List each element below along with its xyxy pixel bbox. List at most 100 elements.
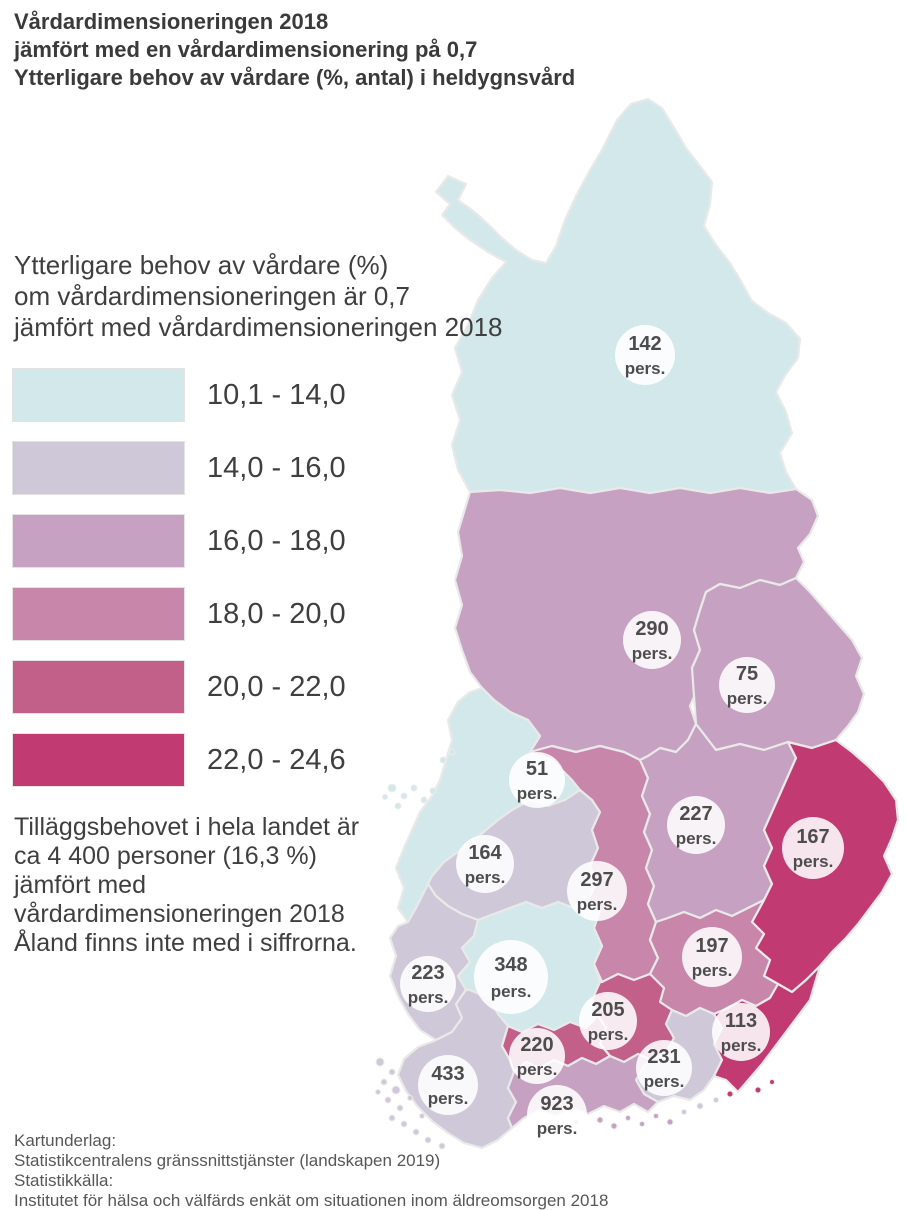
label-circle [509,752,565,808]
svg-text:pers.: pers. [793,852,834,871]
svg-text:348: 348 [494,954,527,976]
label-circle [615,325,675,385]
legend-label-4: 18,0 - 20,0 [207,597,346,630]
legend-swatch-5 [12,660,185,714]
subtitle-line-2: om vårdardimensioneringen är 0,7 [14,281,410,311]
map-subtitle: Ytterligare behov av vårdare (%) om vård… [14,250,503,343]
region-label-egentliga-finland: 433 pers. [418,1055,478,1115]
svg-text:164: 164 [468,842,502,864]
svg-text:167: 167 [796,826,829,848]
legend-row: 22,0 - 24,6 [12,733,346,787]
region-label-norra-karelen: 167 pers. [782,817,844,879]
legend-swatch-6 [12,733,185,787]
region-label-norra-osterbotten: 290 pers. [623,611,681,669]
svg-text:433: 433 [431,1063,464,1085]
svg-text:223: 223 [411,962,444,984]
region-label-paijanne-tavastland: 205 pers. [579,992,637,1050]
region-label-sodra-osterbotten: 164 pers. [456,835,514,893]
svg-text:pers.: pers. [428,1089,469,1108]
legend-label-3: 16,0 - 18,0 [207,524,346,557]
svg-text:pers.: pers. [517,1060,558,1079]
page-title: Vårdardimensioneringen 2018 jämfört med … [14,8,575,92]
svg-text:227: 227 [679,803,712,825]
label-circle [682,927,742,987]
region-label-lappland: 142 pers. [615,325,675,385]
footer-line-1: Kartunderlag: [14,1131,117,1150]
region-label-mellersta-finland: 297 pers. [567,861,627,921]
legend-swatch-3 [12,514,185,568]
svg-text:pers.: pers. [644,1072,685,1091]
source-footer: Kartunderlag: Statistikcentralens gränss… [14,1131,608,1210]
svg-text:pers.: pers. [676,829,717,848]
svg-text:231: 231 [647,1046,680,1068]
svg-text:220: 220 [520,1034,553,1056]
legend-swatch-2 [12,441,185,495]
region-label-kajanaland: 75 pers. [719,657,775,713]
svg-text:113: 113 [725,1010,757,1032]
region-label-birkaland: 348 pers. [474,940,548,1014]
svg-text:pers.: pers. [408,988,449,1007]
svg-text:pers.: pers. [537,1119,578,1138]
label-circle [719,657,775,713]
region-label-norra-savolax: 227 pers. [667,796,725,854]
svg-text:51: 51 [526,758,548,780]
region-label-osterbotten: 223 pers. [400,956,456,1012]
note-line-5: Åland finns inte med i siffrorna. [14,929,357,957]
region-label-sodra-savolax: 197 pers. [682,927,742,987]
legend-row: 10,1 - 14,0 [12,368,346,422]
svg-text:pers.: pers. [727,689,768,708]
legend-label-2: 14,0 - 16,0 [207,451,346,484]
region-label-mellersta-osterbotten: 51 pers. [509,752,565,808]
legend-row: 20,0 - 22,0 [12,660,346,714]
label-circle [712,1003,770,1061]
subtitle-line-1: Ytterligare behov av vårdare (%) [14,250,389,280]
legend-swatch-4 [12,587,185,641]
label-circle [579,992,637,1050]
svg-text:197: 197 [695,935,728,957]
subtitle-line-3: jämfört med vårdardimensioneringen 2018 [14,312,503,342]
svg-text:pers.: pers. [465,868,506,887]
legend-label-5: 20,0 - 22,0 [207,670,346,703]
svg-text:205: 205 [591,999,624,1021]
label-circle [667,796,725,854]
svg-text:923: 923 [540,1093,573,1115]
svg-text:pers.: pers. [625,359,666,378]
note-line-2: ca 4 400 personer (16,3 %) [14,842,317,870]
label-circle [456,835,514,893]
svg-text:pers.: pers. [721,1036,762,1055]
svg-text:pers.: pers. [577,895,618,914]
title-line-3: Ytterligare behov av vårdare (%, antal) … [14,65,576,90]
note-line-1: Tilläggsbehovet i hela landet är [14,813,360,841]
legend-label-1: 10,1 - 14,0 [207,378,346,411]
label-circle [567,861,627,921]
legend-row: 16,0 - 18,0 [12,514,346,568]
total-need-note: Tilläggsbehovet i hela landet är ca 4 40… [14,813,359,958]
legend: 10,1 - 14,0 14,0 - 16,0 16,0 - 18,0 18,0… [12,368,346,806]
svg-text:75: 75 [736,663,758,685]
footer-line-4: Institutet för hälsa och välfärds enkät … [14,1191,609,1210]
note-line-4: vårdardimensioneringen 2018 [14,900,345,928]
region-label-kymmenedalen: 231 pers. [636,1040,692,1096]
region-label-egentliga-tavastland: 220 pers. [509,1028,565,1084]
label-circle [782,817,844,879]
label-circle [418,1055,478,1115]
svg-text:pers.: pers. [517,784,558,803]
label-circle [527,1085,587,1145]
label-circle [400,956,456,1012]
label-circle [623,611,681,669]
legend-label-6: 22,0 - 24,6 [207,743,346,776]
note-line-3: jämfört med [14,871,146,899]
region-kajanaland [690,576,866,752]
region-lappland [434,97,802,495]
svg-text:297: 297 [580,869,613,891]
label-circle [636,1040,692,1096]
legend-row: 18,0 - 20,0 [12,587,346,641]
region-label-sodra-karelen: 113 pers. [712,1003,770,1061]
svg-text:pers.: pers. [588,1025,629,1044]
region-label-nyland: 923 pers. [527,1085,587,1145]
svg-text:pers.: pers. [491,982,532,1001]
legend-swatch-1 [12,368,185,422]
svg-text:142: 142 [628,333,661,355]
